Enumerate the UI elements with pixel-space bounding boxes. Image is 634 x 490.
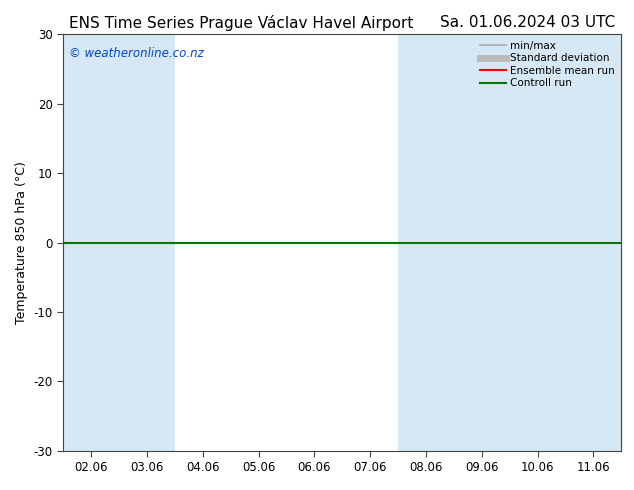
Bar [510, 34, 566, 451]
Text: ENS Time Series Prague Václav Havel Airport: ENS Time Series Prague Václav Havel Airp… [68, 15, 413, 31]
Bar [566, 34, 621, 451]
Text: Sa. 01.06.2024 03 UTC: Sa. 01.06.2024 03 UTC [440, 15, 615, 30]
Bar [119, 34, 175, 451]
Bar [398, 34, 454, 451]
Bar [454, 34, 510, 451]
Legend: min/max, Standard deviation, Ensemble mean run, Controll run: min/max, Standard deviation, Ensemble me… [476, 36, 619, 93]
Y-axis label: Temperature 850 hPa (°C): Temperature 850 hPa (°C) [15, 161, 28, 324]
Bar [63, 34, 119, 451]
Text: © weatheronline.co.nz: © weatheronline.co.nz [69, 47, 204, 60]
